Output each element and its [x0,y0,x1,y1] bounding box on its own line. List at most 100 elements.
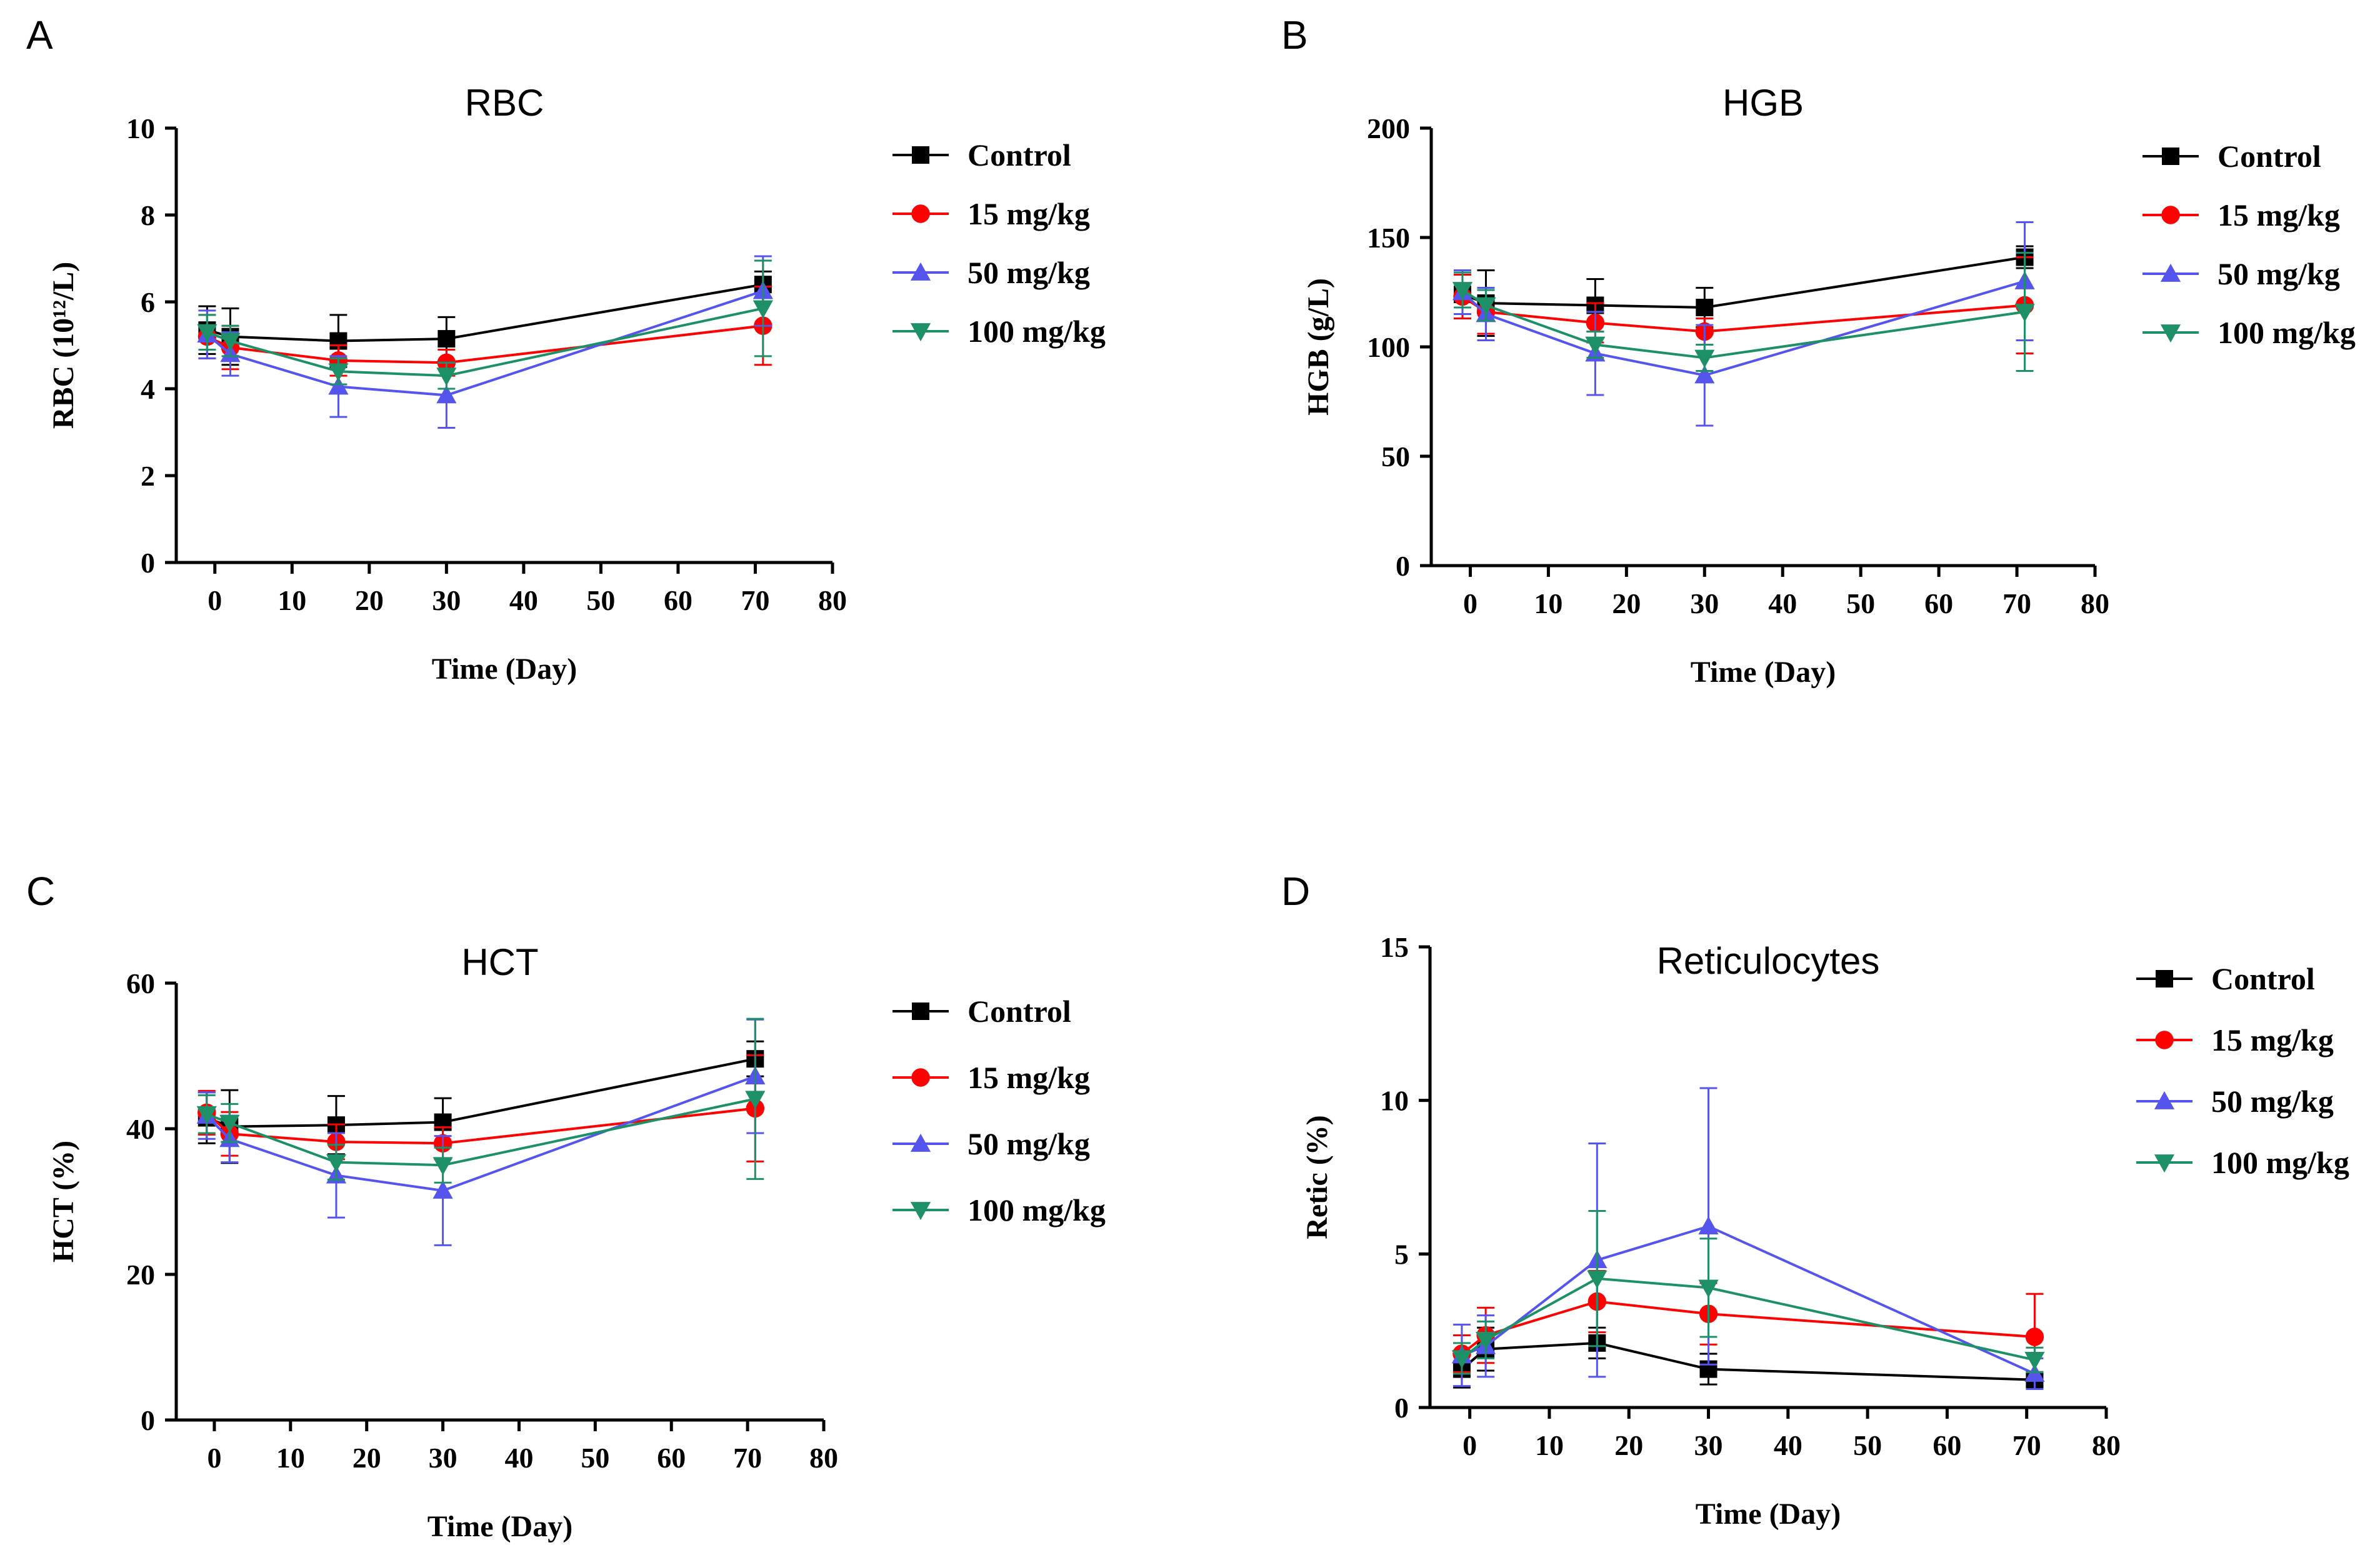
data-point [328,363,349,382]
series-line [206,289,764,397]
data-point [1698,1216,1719,1234]
y-axis-label: RBC (10¹²/L) [47,262,80,429]
y-tick-label: 20 [126,1259,155,1291]
y-tick-label: 0 [141,547,155,579]
y-tick-label: 60 [126,968,155,999]
data-point [1451,1350,1472,1369]
panel-letter-c: C [26,869,55,914]
series-50-mg-kg [197,255,773,429]
x-tick-label: 40 [504,1442,533,1474]
data-point [197,324,218,342]
data-point [2025,1328,2044,1346]
chart-reticulocytes: Reticulocytes 0 5 10 15 0 10 20 30 40 50 60 70 80 Time… [1301,931,2349,1531]
y-tick-label: 0 [1396,550,1410,582]
x-tick-label: 50 [586,584,615,616]
chart-title: HCT [461,941,538,983]
chart-hct: HCT 0 20 40 60 0 10 20 30 40 50 60 70 80 Time (Day) HCT… [47,941,1106,1543]
y-tick-label: 4 [141,373,155,405]
data-point [1476,1332,1496,1351]
series-line [1462,256,2025,309]
legend-marker [910,1202,931,1221]
legend-label: 15 mg/kg [968,196,1090,231]
panel-letter-b: B [1281,12,1308,58]
legend-marker [2155,1031,2174,1049]
legend-marker [2160,324,2181,343]
legend-label: Control [2218,139,2321,174]
x-tick-label: 60 [1932,1429,1961,1461]
y-tick-label: 200 [1367,112,1410,144]
series-100-mg-kg [1451,1210,2045,1375]
legend-label: Control [968,994,1071,1029]
legend-marker [911,1068,930,1087]
legend-marker [910,262,931,281]
x-tick-label: 40 [1768,588,1797,619]
legend-label: 50 mg/kg [968,255,1090,290]
data-point [1696,299,1714,316]
legend-marker [912,1002,929,1020]
data-point [1476,297,1496,316]
series-100-mg-kg [1452,252,2035,372]
x-tick-label: 30 [432,584,461,616]
x-axis-label: Time (Day) [428,1510,572,1543]
legend-marker [2160,263,2181,282]
legend-label: 100 mg/kg [968,314,1106,349]
x-tick-label: 50 [1846,588,1875,619]
legend-label: 100 mg/kg [2211,1145,2349,1180]
panel-letter-a: A [26,12,53,58]
series-line [1461,1341,2035,1381]
legend-marker [910,323,931,342]
y-tick-label: 6 [141,286,155,318]
legend-label: 100 mg/kg [968,1192,1106,1228]
data-point [1452,282,1473,301]
legend: Control 15 mg/kg 50 mg/kg 100 mg/kg [2142,139,2356,350]
series-line [206,1075,756,1192]
series-15-mg-kg [1452,1269,2044,1381]
data-point [1694,349,1715,368]
x-tick-label: 20 [355,584,384,616]
data-point [432,1180,453,1199]
data-point [220,332,241,351]
legend-marker [2162,148,2179,165]
x-tick-label: 10 [278,584,306,616]
data-point [745,1091,766,1109]
legend-marker [912,146,929,164]
data-point [1585,336,1606,355]
y-tick-label: 150 [1367,222,1410,254]
legend-label: 100 mg/kg [2218,315,2356,350]
legend-label: Control [968,138,1071,172]
x-tick-label: 60 [657,1442,686,1474]
x-tick-label: 40 [509,584,538,616]
panel-letter-d: D [1281,869,1310,914]
x-tick-label: 80 [818,584,847,616]
data-point [219,1114,240,1133]
series-line [206,283,764,342]
x-tick-label: 10 [276,1442,305,1474]
data-point [432,1157,453,1176]
y-tick-label: 100 [1367,331,1410,363]
legend-marker [910,1133,931,1152]
x-tick-label: 0 [208,584,222,616]
x-tick-label: 10 [1535,1429,1564,1461]
x-tick-label: 70 [2002,588,2031,619]
y-tick-label: 10 [126,112,155,144]
legend-marker [2154,1091,2175,1109]
series-15-mg-kg [198,1054,765,1162]
data-point [1587,1270,1608,1289]
x-tick-label: 10 [1534,588,1562,619]
chart-title: RBC [465,82,544,124]
x-tick-label: 80 [2092,1429,2121,1461]
legend-label: 50 mg/kg [2218,256,2340,291]
series-50-mg-kg [1451,1087,2045,1391]
data-point [1694,365,1715,384]
series-line [1461,1224,2036,1375]
x-tick-label: 20 [352,1442,381,1474]
y-axis-label: HCT (%) [47,1141,80,1262]
x-tick-label: 30 [1690,588,1719,619]
x-tick-label: 30 [1694,1429,1723,1461]
x-tick-label: 30 [429,1442,458,1474]
legend-marker [2161,206,2180,224]
data-point [328,376,349,395]
y-tick-label: 5 [1394,1238,1409,1270]
data-point [436,385,457,404]
y-tick-label: 2 [141,460,155,492]
